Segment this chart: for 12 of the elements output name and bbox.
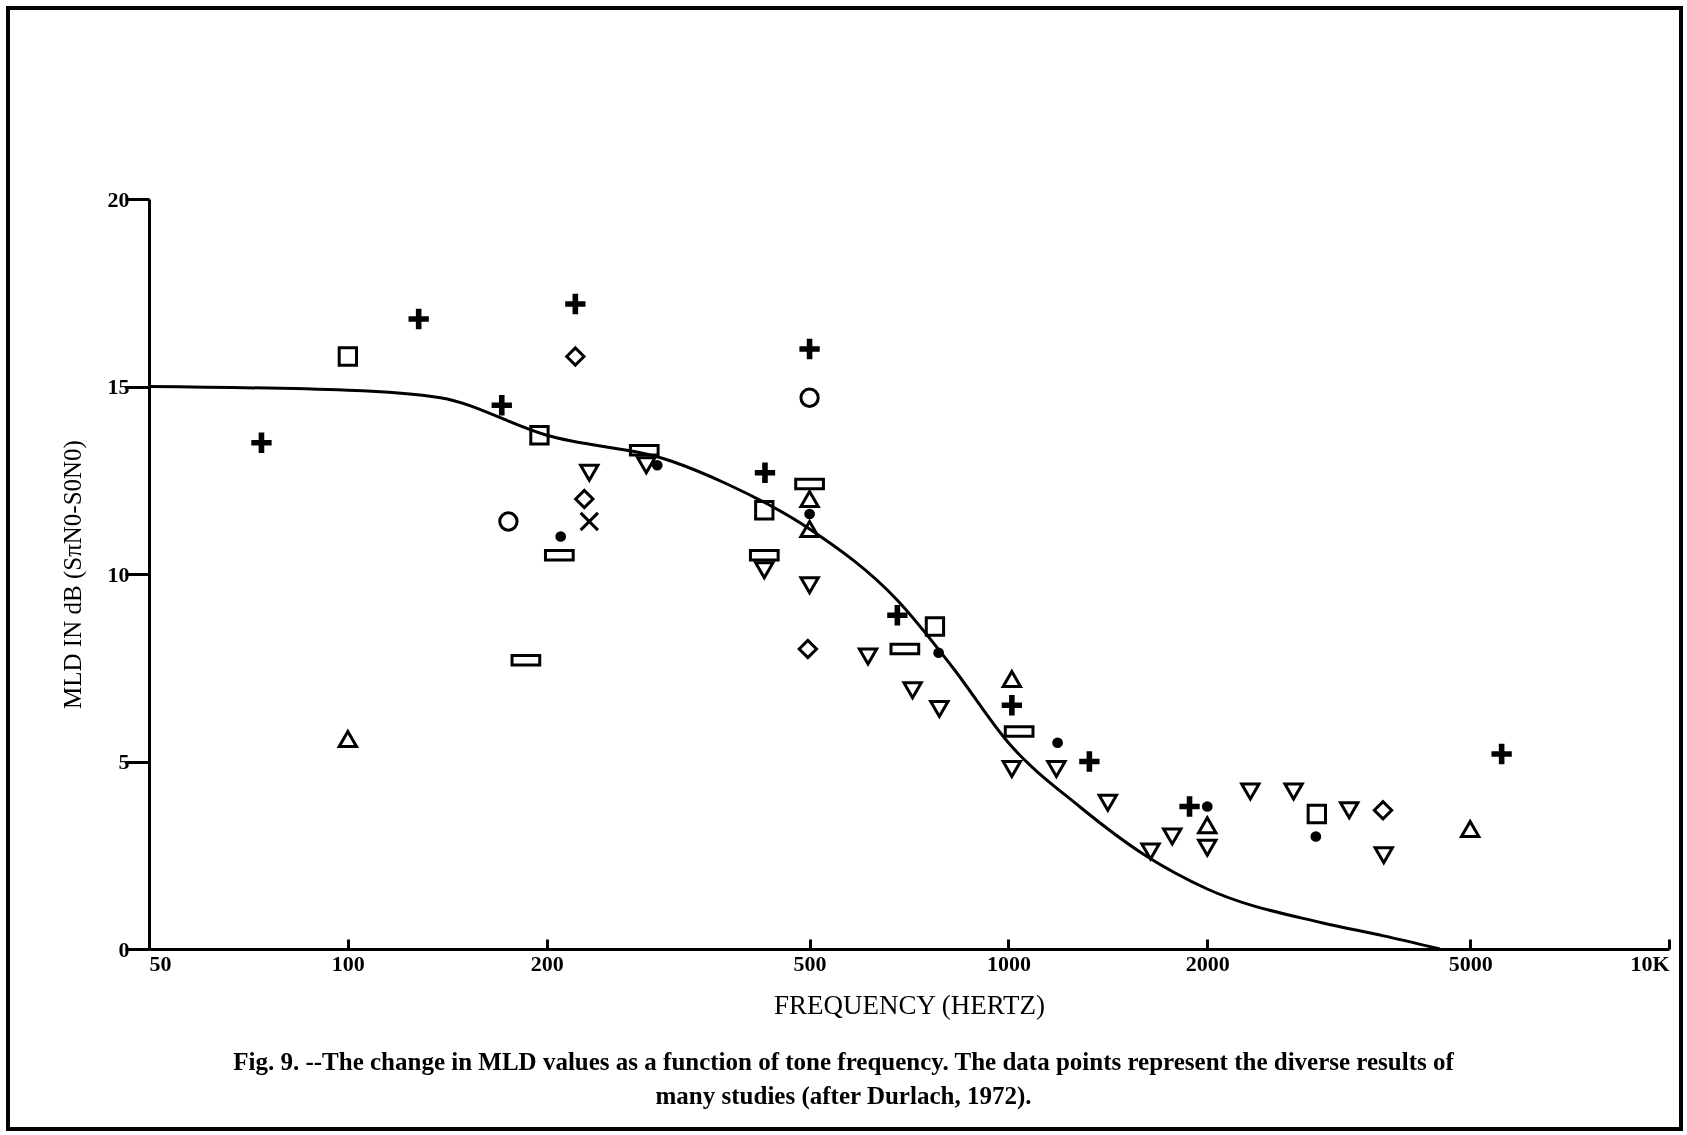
caption: Fig. 9. --The change in MLD values as a function of tone frequency. The data points represent the diverse results of many studies (after Durlach, 1972).: [232, 1047, 1455, 1112]
x-axis-title: FREQUENCY (HERTZ): [773, 989, 1046, 1020]
x-tick-label: 50: [149, 950, 172, 976]
y-axis-title: MLD IN dB (SπN0-S0N0): [58, 440, 87, 709]
x-tick-label: 2000: [1185, 950, 1230, 976]
x-tick-label: 10K: [1630, 950, 1670, 976]
y-tick-label: 15: [107, 374, 130, 399]
x-tick-label: 200: [530, 950, 564, 976]
x-tick-label: 5000: [1448, 950, 1493, 976]
x-tick-label: 500: [793, 950, 827, 976]
x-tick-label: 1000: [986, 950, 1031, 976]
x-tick-label: 100: [331, 950, 365, 976]
